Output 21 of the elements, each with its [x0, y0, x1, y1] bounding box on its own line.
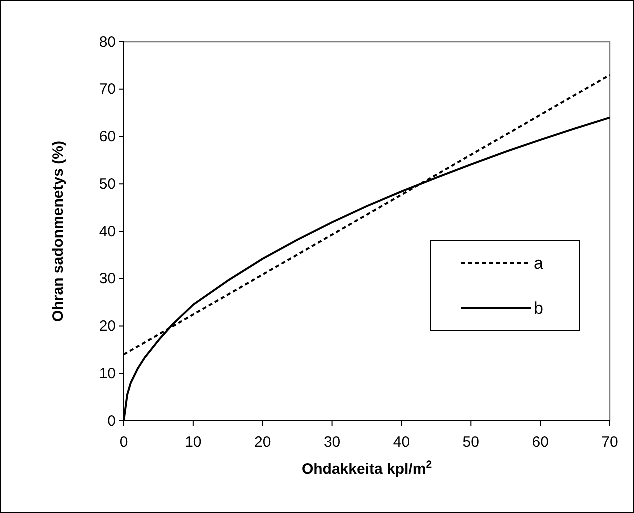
legend-label: a [534, 254, 544, 273]
x-tick-label: 30 [324, 434, 341, 451]
y-tick-label: 10 [99, 365, 116, 382]
x-axis-title: Ohdakkeita kpl/m$^{2}$ [302, 459, 432, 478]
y-tick-label: 80 [99, 34, 116, 51]
x-tick-label: 70 [602, 434, 618, 451]
x-tick-label: 50 [462, 434, 480, 451]
y-tick-label: 0 [108, 412, 116, 430]
y-tick-label: 30 [99, 270, 116, 288]
legend-label: b [534, 299, 544, 318]
x-tick-label: 20 [254, 434, 272, 451]
x-tick-label: 60 [532, 434, 549, 451]
y-tick-label: 70 [99, 81, 116, 98]
y-tick-label: 20 [99, 318, 116, 336]
y-tick-label: 50 [99, 176, 116, 193]
x-tick-label: 40 [393, 434, 410, 451]
y-axis-title: Ohran sadonmenetys (%) [50, 141, 67, 322]
x-tick-label: 0 [120, 434, 128, 451]
y-tick-label: 40 [99, 223, 116, 240]
x-tick-label: 10 [185, 434, 202, 451]
y-tick-label: 60 [99, 128, 116, 146]
